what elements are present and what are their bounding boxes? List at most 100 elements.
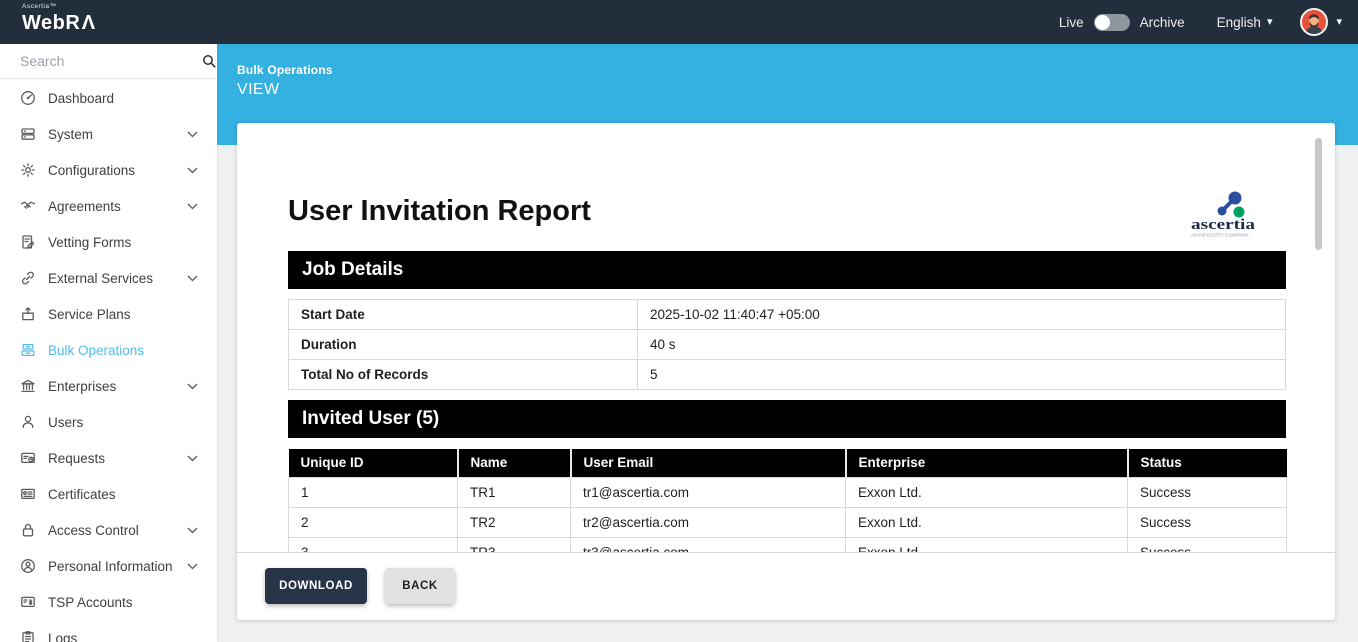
sidebar-item-enterprises[interactable]: Enterprises [0, 368, 217, 404]
cell-enterprise: Exxon Ltd. [845, 476, 1128, 508]
cell-user-email: tr2@ascertia.com [570, 506, 846, 538]
dashboard-icon [19, 90, 36, 107]
document-pen-icon [19, 234, 36, 251]
card-scrollbar-thumb[interactable] [1315, 138, 1322, 250]
column-header: Status [1126, 449, 1287, 477]
brand-ra-text: RΛ [65, 11, 98, 34]
ascertia-logo: ascertia AN INFOCERT COMPANY [1191, 189, 1257, 239]
sidebar-item-requests[interactable]: Requests [0, 440, 217, 476]
sidebar-item-logs[interactable]: Logs [0, 620, 217, 642]
account-card-icon [19, 594, 36, 611]
box-arrow-icon [19, 306, 36, 323]
table-row: Total No of Records 5 [288, 359, 1286, 390]
sidebar-item-vetting-forms[interactable]: Vetting Forms [0, 224, 217, 260]
cell-name: TR1 [457, 476, 571, 508]
sidebar-item-dashboard[interactable]: Dashboard [0, 80, 217, 116]
sidebar-item-label: Vetting Forms [48, 234, 132, 250]
sidebar-item-label: Enterprises [48, 378, 117, 394]
sidebar-item-bulk-operations[interactable]: Bulk Operations [0, 332, 217, 368]
sidebar-item-label: Service Plans [48, 306, 131, 322]
sidebar-search [0, 44, 217, 79]
live-label[interactable]: Live [1058, 14, 1084, 30]
search-icon[interactable] [201, 53, 217, 69]
top-bar: Ascertia™ WebRΛ Live Archive English ▾ ▾ [0, 0, 1358, 44]
cell-enterprise: Exxon Ltd. [845, 536, 1128, 552]
archive-label[interactable]: Archive [1139, 14, 1185, 30]
sidebar-item-system[interactable]: System [0, 116, 217, 152]
clipboard-icon [19, 630, 36, 642]
download-button[interactable]: DOWNLOAD [265, 568, 367, 604]
job-detail-value: 2025-10-02 11:40:47 +05:00 [637, 299, 1286, 330]
sidebar-item-certificates[interactable]: Certificates [0, 476, 217, 512]
sidebar-item-label: Personal Information [48, 558, 173, 574]
avatar-illustration [1302, 10, 1327, 34]
chevron-down-icon [187, 526, 198, 534]
chevron-down-icon [187, 274, 198, 282]
table-row: 2 TR2 tr2@ascertia.com Exxon Ltd. Succes… [288, 506, 1287, 538]
sidebar-item-access-control[interactable]: Access Control [0, 512, 217, 548]
sidebar-item-label: External Services [48, 270, 154, 286]
table-row: 1 TR1 tr1@ascertia.com Exxon Ltd. Succes… [288, 476, 1287, 508]
sidebar-item-label: Certificates [48, 486, 116, 502]
avatar [1300, 8, 1329, 36]
sidebar-item-service-plans[interactable]: Service Plans [0, 296, 217, 332]
job-detail-value: 5 [637, 359, 1286, 390]
sidebar-item-label: TSP Accounts [48, 594, 133, 610]
sidebar-item-configurations[interactable]: Configurations [0, 152, 217, 188]
column-header: Unique ID [288, 449, 458, 477]
sidebar-item-label: Configurations [48, 162, 136, 178]
page-title: VIEW [237, 81, 280, 98]
sidebar-item-label: Dashboard [48, 90, 115, 106]
report-card: User Invitation Report ascertia AN INFOC… [237, 123, 1335, 620]
link-icon [19, 270, 36, 287]
chevron-down-icon [187, 562, 198, 570]
language-dropdown[interactable]: English ▾ [1217, 15, 1273, 30]
sidebar-item-label: Agreements [48, 198, 121, 214]
chevron-down-icon: ▾ [1336, 15, 1342, 28]
sidebar-item-personal-information[interactable]: Personal Information [0, 548, 217, 584]
cell-name: TR3 [457, 536, 571, 552]
job-detail-value: 40 s [637, 329, 1286, 360]
user-menu[interactable]: ▾ [1300, 8, 1342, 36]
chevron-down-icon [187, 202, 198, 210]
certificate-card-icon [19, 486, 36, 503]
table-row: 3 TR3 tr3@ascertia.com Exxon Ltd. Succes… [288, 536, 1287, 552]
sidebar: Dashboard System Configurations Agreemen… [0, 44, 217, 642]
sidebar-item-label: Access Control [48, 522, 139, 538]
app-logo: Ascertia™ WebRΛ [22, 3, 98, 34]
bank-icon [19, 378, 36, 395]
brand-ascertia-text: Ascertia™ [22, 3, 57, 10]
back-button[interactable]: BACK [385, 568, 455, 604]
search-input[interactable] [20, 53, 201, 69]
handshake-icon [19, 198, 36, 215]
sidebar-item-users[interactable]: Users [0, 404, 217, 440]
card-clock-icon [19, 450, 36, 467]
job-detail-label: Total No of Records [288, 359, 638, 390]
toggle-knob [1094, 14, 1110, 30]
column-header: Enterprise [844, 449, 1128, 477]
breadcrumb: Bulk Operations [237, 63, 333, 77]
cell-user-email: tr1@ascertia.com [570, 476, 846, 508]
table-header-row: Unique ID Name User Email Enterprise Sta… [288, 449, 1287, 477]
bulk-boxes-icon [19, 342, 36, 359]
svg-text:ascertia: ascertia [1191, 217, 1256, 233]
live-archive-toggle[interactable] [1093, 13, 1130, 31]
chevron-down-icon [187, 454, 198, 462]
cell-status: Success [1127, 506, 1287, 538]
server-icon [19, 126, 36, 143]
gear-icon [19, 162, 36, 179]
sidebar-item-external-services[interactable]: External Services [0, 260, 217, 296]
report-scroll-area[interactable]: User Invitation Report ascertia AN INFOC… [237, 123, 1335, 553]
sidebar-item-agreements[interactable]: Agreements [0, 188, 217, 224]
brand-web-text: Web [22, 11, 66, 34]
sidebar-item-tsp-accounts[interactable]: TSP Accounts [0, 584, 217, 620]
cell-unique-id: 3 [288, 536, 458, 552]
topbar-controls: Live Archive English ▾ ▾ [1059, 0, 1342, 44]
sidebar-item-label: Logs [48, 630, 78, 642]
chevron-down-icon: ▾ [1266, 15, 1273, 28]
table-row: Start Date 2025-10-02 11:40:47 +05:00 [288, 299, 1286, 330]
cell-unique-id: 2 [288, 506, 458, 538]
lock-icon [19, 522, 36, 539]
invited-users-table: Unique ID Name User Email Enterprise Sta… [288, 449, 1287, 552]
cell-enterprise: Exxon Ltd. [845, 506, 1128, 538]
